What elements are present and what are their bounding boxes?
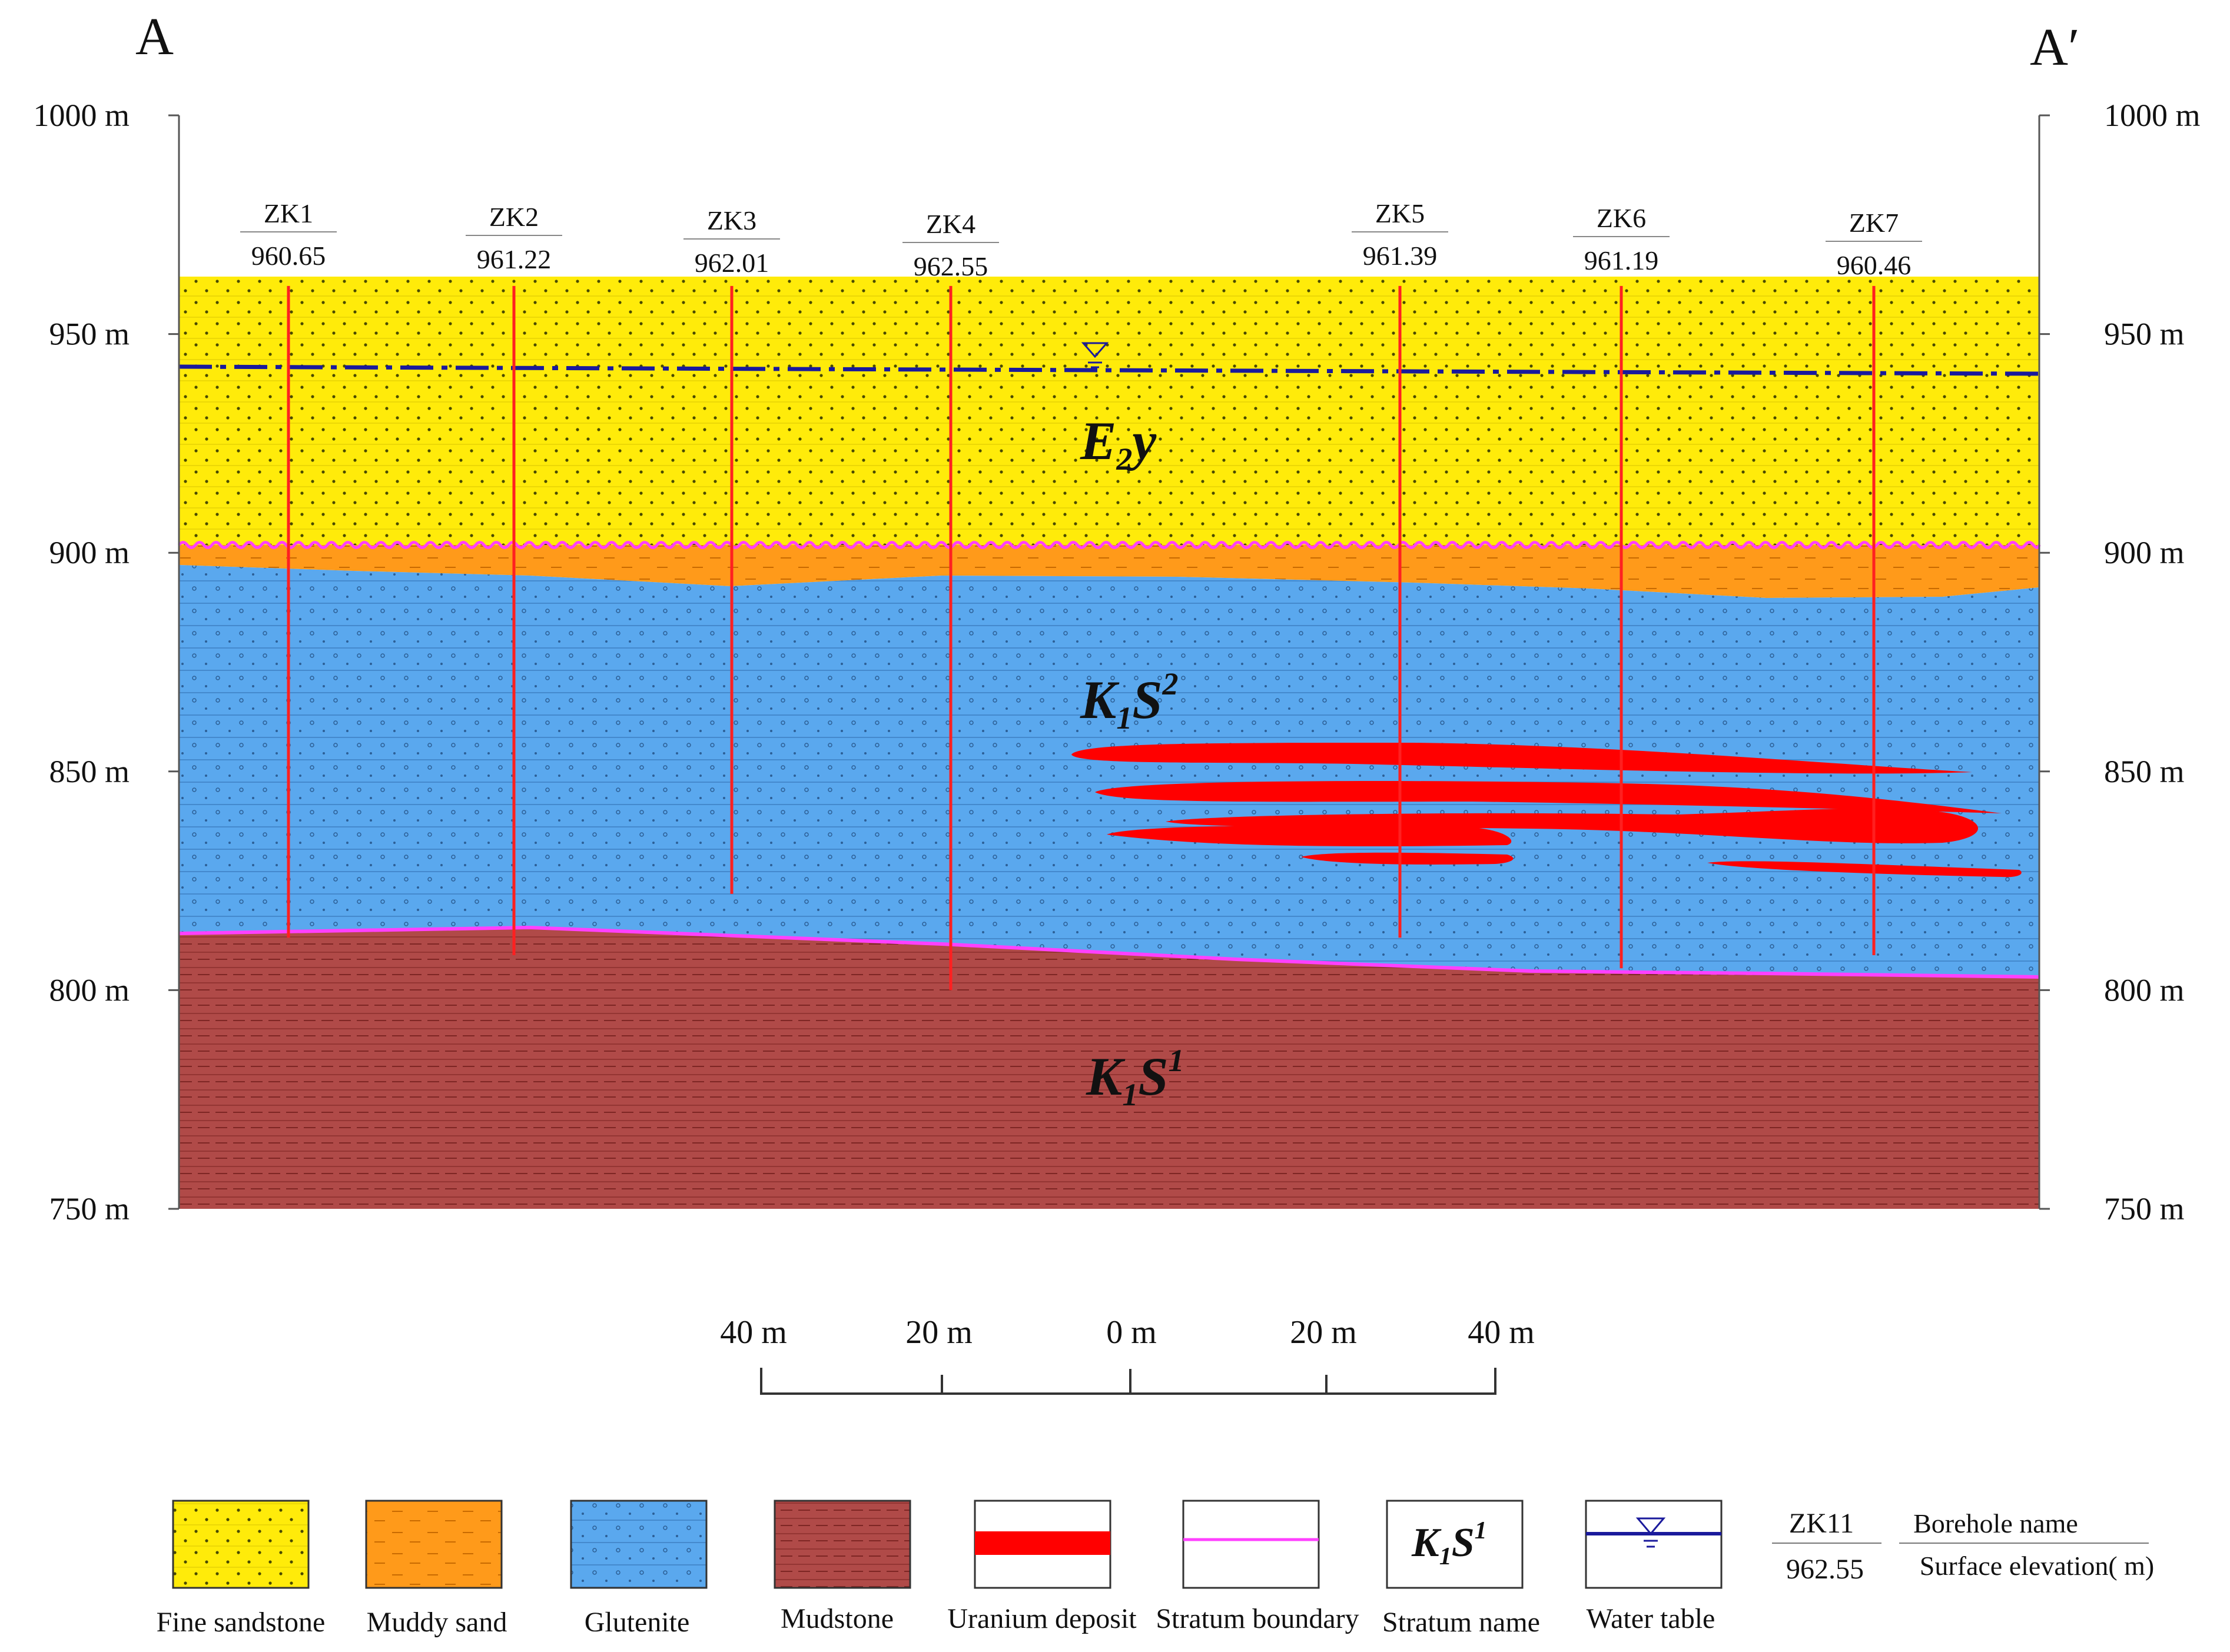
uranium-lens-3 [1166,808,1978,843]
right-tick-label: 1000 m [2104,98,2201,133]
glutenite-layer [179,565,2039,977]
scale-label-left-40: 40 m [720,1314,787,1351]
legend-borehole-elevation: 962.55 [1786,1554,1864,1585]
borehole-elevation: 962.55 [914,251,988,281]
borehole-elevation: 961.19 [1584,245,1659,275]
mudstone-layer [179,928,2039,1209]
scale-label-right-20: 20 m [1290,1314,1357,1351]
unconformity-boundary [178,541,2041,549]
uranium-lens-1 [1071,743,1972,774]
legend: K1S1 Fine sandstone Muddy sand Glutenite… [157,1500,2154,1638]
borehole-elevation: 960.65 [251,241,326,271]
scale-label-right-40: 40 m [1468,1314,1535,1351]
section-end-label: A′ [2030,18,2080,77]
borehole-name: ZK5 [1375,198,1425,228]
water-table-line [178,364,2040,376]
uranium-lens-5 [1301,852,1514,865]
borehole-zk2: ZK2 961.22 [466,202,562,955]
legend-swatch-stratum-boundary [1182,1500,1320,1589]
legend-borehole-name-caption: Borehole name [1913,1508,2078,1538]
left-tick-label: 750 m [49,1191,130,1226]
section-start-label: A [135,8,174,66]
svg-text:K1S1: K1S1 [1411,1517,1487,1570]
scale-label-left-20: 20 m [905,1314,973,1351]
right-elevation-axis: 1000 m 950 m 900 m 850 m 800 m 750 m [2039,98,2201,1226]
legend-swatch-stratum-name: K1S1 [1386,1500,1524,1589]
left-elevation-axis: 1000 m 950 m 900 m 850 m 800 m 750 m [33,98,179,1226]
stratum-label-k1s2: K1S2 [1080,666,1179,736]
borehole-name: ZK7 [1849,208,1899,238]
legend-label-muddy-sand: Muddy sand [367,1607,507,1638]
uranium-lens-2 [1095,781,2002,813]
stratum-boundaries [178,541,2041,979]
legend-borehole-example: ZK11 962.55 Borehole name Surface elevat… [1772,1508,2154,1585]
legend-label-water-table: Water table [1587,1603,1715,1634]
uranium-lens-6 [1707,861,2022,877]
legend-swatch-mudstone [774,1500,911,1589]
right-tick-label: 950 m [2104,317,2185,352]
legend-swatch-fine-sandstone [172,1500,310,1589]
muddy-sand-layer [179,545,2039,598]
scale-label-0: 0 m [1106,1314,1157,1351]
borehole-name: ZK6 [1597,203,1646,233]
left-tick-label: 1000 m [33,98,130,133]
legend-label-fine-sandstone: Fine sandstone [157,1607,326,1638]
stratum-label-k1s1: K1S1 [1086,1043,1184,1112]
uranium-lens-4 [1107,825,1512,847]
lower-stratum-boundary [178,925,2040,979]
right-tick-label: 900 m [2104,535,2185,570]
strata-fills [179,277,2039,1209]
legend-label-stratum-boundary: Stratum boundary [1156,1603,1359,1634]
section-frame [178,115,2040,1209]
legend-label-uranium-deposit: Uranium deposit [947,1603,1137,1634]
scale-bar: 40 m 20 m 0 m 20 m 40 m [720,1314,1535,1395]
legend-borehole-elevation-caption: Surface elevation( m) [1920,1551,2154,1581]
boreholes: ZK1 960.65 ZK2 961.22 ZK3 962.01 ZK4 962.55 ZK5 9… [240,198,1922,990]
borehole-zk5: ZK5 961.39 [1352,198,1448,938]
legend-label-stratum-name: Stratum name [1382,1607,1540,1638]
legend-label-glutenite: Glutenite [585,1607,690,1638]
borehole-zk1: ZK1 960.65 [240,198,337,938]
legend-swatch-uranium-deposit [974,1500,1111,1589]
legend-swatch-water-table [1585,1500,1723,1589]
borehole-zk3: ZK3 962.01 [683,205,780,894]
left-tick-label: 950 m [49,317,130,352]
borehole-name: ZK2 [489,202,539,232]
left-tick-label: 900 m [49,535,130,570]
water-table-symbol-icon [1081,342,1109,358]
borehole-elevation: 961.39 [1363,241,1438,271]
borehole-zk6: ZK6 961.19 [1573,203,1670,969]
right-tick-label: 800 m [2104,972,2185,1008]
right-tick-label: 750 m [2104,1191,2185,1226]
borehole-elevation: 960.46 [1837,250,1912,280]
uranium-deposits [1071,743,2022,877]
legend-borehole-name: ZK11 [1789,1508,1854,1539]
borehole-name: ZK1 [264,198,313,228]
borehole-name: ZK4 [926,209,975,239]
borehole-elevation: 962.01 [695,248,769,278]
borehole-zk7: ZK7 960.46 [1826,208,1922,955]
left-tick-label: 800 m [49,972,130,1008]
left-tick-label: 850 m [49,754,130,789]
borehole-name: ZK3 [707,205,756,235]
right-tick-label: 850 m [2104,754,2185,789]
borehole-zk4: ZK4 962.55 [902,209,999,990]
water-table [178,342,2040,376]
legend-swatch-glutenite [570,1500,708,1589]
fine-sandstone-layer [179,277,2039,547]
legend-swatch-muddy-sand [365,1500,503,1589]
borehole-elevation: 961.22 [477,244,552,274]
legend-label-mudstone: Mudstone [781,1603,894,1634]
